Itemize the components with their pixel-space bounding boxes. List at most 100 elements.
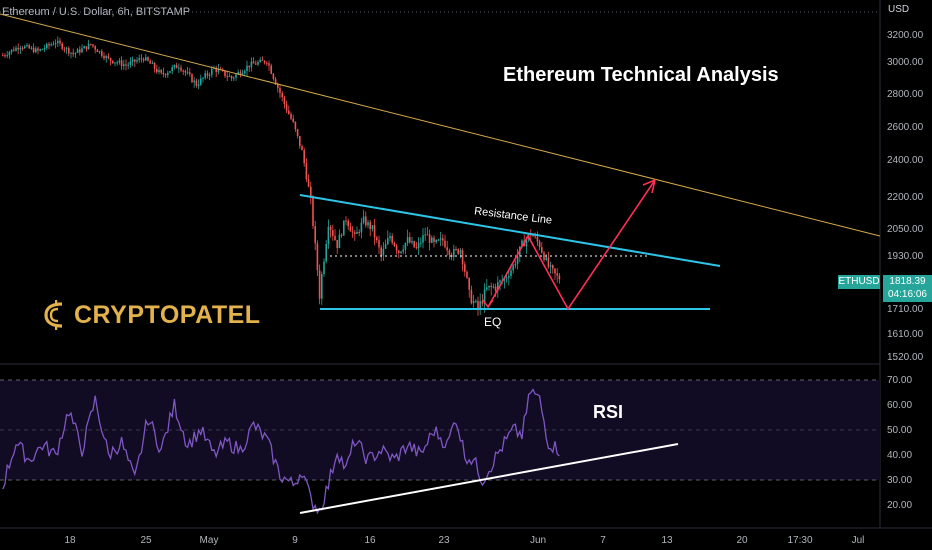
- candle-body: [323, 261, 325, 274]
- candle-body: [470, 289, 473, 304]
- candle-body: [193, 80, 195, 83]
- candle-body: [477, 300, 479, 309]
- candle-body: [136, 60, 138, 62]
- candle-body: [426, 234, 429, 236]
- candle-body: [356, 232, 358, 234]
- candle-body: [439, 238, 442, 240]
- candle-body: [395, 245, 398, 251]
- candle-body: [10, 49, 13, 53]
- candle-body: [114, 62, 116, 64]
- bar-countdown: 04:16:06: [888, 289, 927, 300]
- candle-body: [164, 74, 167, 76]
- price-tick-label: 1930.00: [887, 251, 924, 262]
- candle-body: [532, 235, 534, 237]
- candle-body: [461, 250, 464, 265]
- candle-body: [81, 48, 83, 53]
- candle-body: [354, 232, 356, 234]
- candle-body: [299, 136, 301, 147]
- candle-body: [334, 235, 336, 241]
- candle-body: [552, 265, 554, 269]
- candle-body: [404, 242, 407, 250]
- price-tick-label: 1710.00: [887, 304, 924, 315]
- candle-body: [274, 78, 277, 85]
- candle-body: [459, 250, 462, 254]
- candle-body: [101, 51, 103, 56]
- candle-body: [277, 84, 279, 88]
- candle-body: [76, 49, 79, 53]
- candle-body: [349, 226, 352, 232]
- candle-body: [292, 118, 294, 122]
- time-axis: 18 25 May 9 16 23 Jun 7 13 20 17:30 Jul: [64, 535, 864, 546]
- candle-body: [204, 73, 206, 78]
- candle-body: [283, 97, 286, 105]
- candle-body: [510, 270, 512, 277]
- time-tick-label: 18: [64, 535, 76, 546]
- candle-body: [431, 237, 433, 243]
- candle-body: [158, 69, 160, 73]
- time-tick-label: 9: [292, 535, 298, 546]
- candle-body: [514, 263, 517, 266]
- candle-body: [217, 69, 220, 72]
- candle-body: [312, 197, 314, 226]
- candle-body: [400, 251, 402, 253]
- candle-body: [74, 52, 77, 55]
- candle-body: [195, 80, 198, 86]
- candle-body: [281, 93, 283, 98]
- candle-body: [41, 49, 44, 51]
- candle-body: [105, 56, 107, 59]
- candle-body: [19, 47, 22, 50]
- candle-body: [428, 234, 431, 243]
- candle-body: [160, 69, 162, 73]
- candle-body: [178, 67, 180, 69]
- time-tick-label: 17:30: [787, 535, 812, 546]
- candle-body: [488, 285, 490, 288]
- candle-body: [492, 286, 495, 288]
- candle-body: [556, 273, 558, 276]
- candle-body: [68, 48, 70, 54]
- candle-body: [472, 301, 475, 304]
- candle-body: [24, 46, 26, 49]
- price-tick-label: 1610.00: [887, 329, 924, 340]
- candle-body: [380, 247, 382, 256]
- rsi-trendline: [299, 443, 679, 514]
- candle-body: [541, 247, 543, 253]
- candle-body: [112, 60, 114, 64]
- candle-body: [250, 61, 253, 68]
- candle-body: [191, 74, 193, 83]
- candle-body: [420, 242, 422, 244]
- candle-body: [433, 237, 435, 243]
- candle-body: [536, 236, 539, 242]
- candle-body: [162, 72, 165, 75]
- candle-body: [123, 64, 125, 67]
- currency-label: USD: [888, 4, 910, 15]
- rsi-tick-label: 50.00: [887, 425, 912, 436]
- candle-body: [259, 59, 261, 62]
- candle-body: [494, 286, 497, 291]
- candle-body: [505, 277, 508, 279]
- candle-body: [87, 43, 90, 50]
- candle-body: [54, 42, 57, 45]
- candle-body: [387, 238, 389, 245]
- candle-body: [208, 74, 211, 76]
- candle-body: [417, 242, 420, 249]
- candle-body: [321, 273, 323, 299]
- candle-body: [442, 238, 444, 241]
- candle-body: [345, 220, 347, 222]
- candle-body: [525, 239, 528, 247]
- candle-body: [237, 72, 239, 75]
- rsi-tick-label: 40.00: [887, 450, 912, 461]
- candle-body: [239, 72, 242, 75]
- candle-body: [268, 63, 270, 66]
- candle-body: [391, 236, 393, 243]
- candle-body: [340, 234, 343, 236]
- candle-body: [241, 73, 244, 75]
- candle-body: [538, 241, 541, 248]
- candle-body: [325, 243, 327, 262]
- candle-body: [59, 40, 61, 44]
- candle-body: [226, 76, 228, 78]
- candle-body: [173, 65, 176, 68]
- candle-body: [182, 70, 184, 72]
- candle-body: [30, 47, 33, 49]
- chart-title: Ethereum Technical Analysis: [503, 64, 779, 86]
